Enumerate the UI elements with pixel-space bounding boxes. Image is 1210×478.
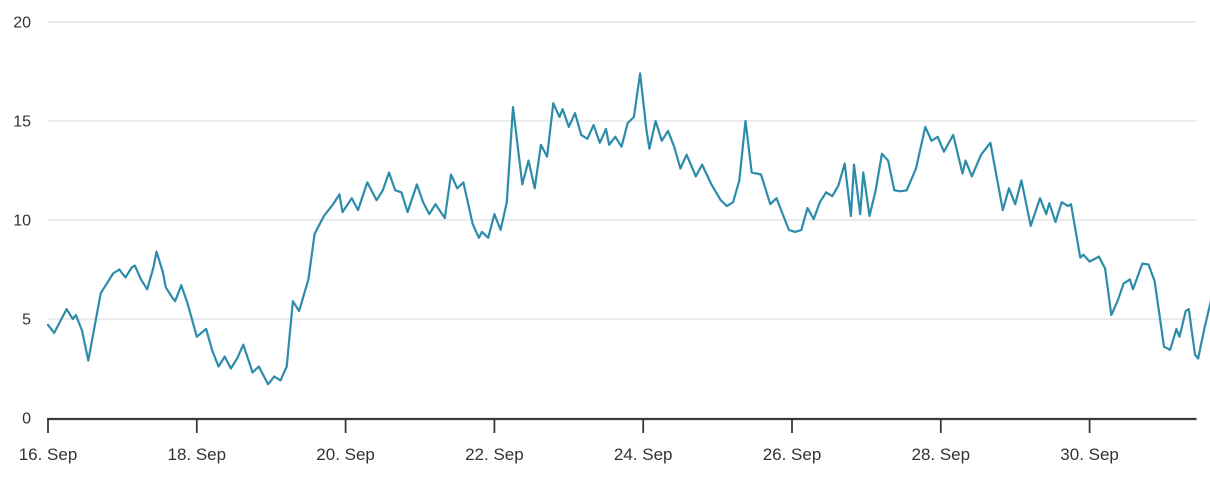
y-axis-label: 10	[13, 213, 31, 230]
data-series-line[interactable]	[46, 72, 1210, 402]
x-axis-label: 16. Sep	[19, 445, 78, 464]
y-axis-label: 20	[13, 15, 31, 32]
x-axis-label: 30. Sep	[1060, 445, 1119, 464]
x-axis-label: 24. Sep	[614, 445, 673, 464]
x-axis-label: 20. Sep	[316, 445, 375, 464]
x-axis-label: 26. Sep	[763, 445, 822, 464]
y-axis-label: 5	[22, 312, 31, 329]
y-axis-label: 15	[13, 114, 31, 131]
x-axis-label: 22. Sep	[465, 445, 524, 464]
y-axis-label: 0	[22, 411, 31, 428]
x-axis-label: 18. Sep	[167, 445, 226, 464]
x-axis-label: 28. Sep	[911, 445, 970, 464]
